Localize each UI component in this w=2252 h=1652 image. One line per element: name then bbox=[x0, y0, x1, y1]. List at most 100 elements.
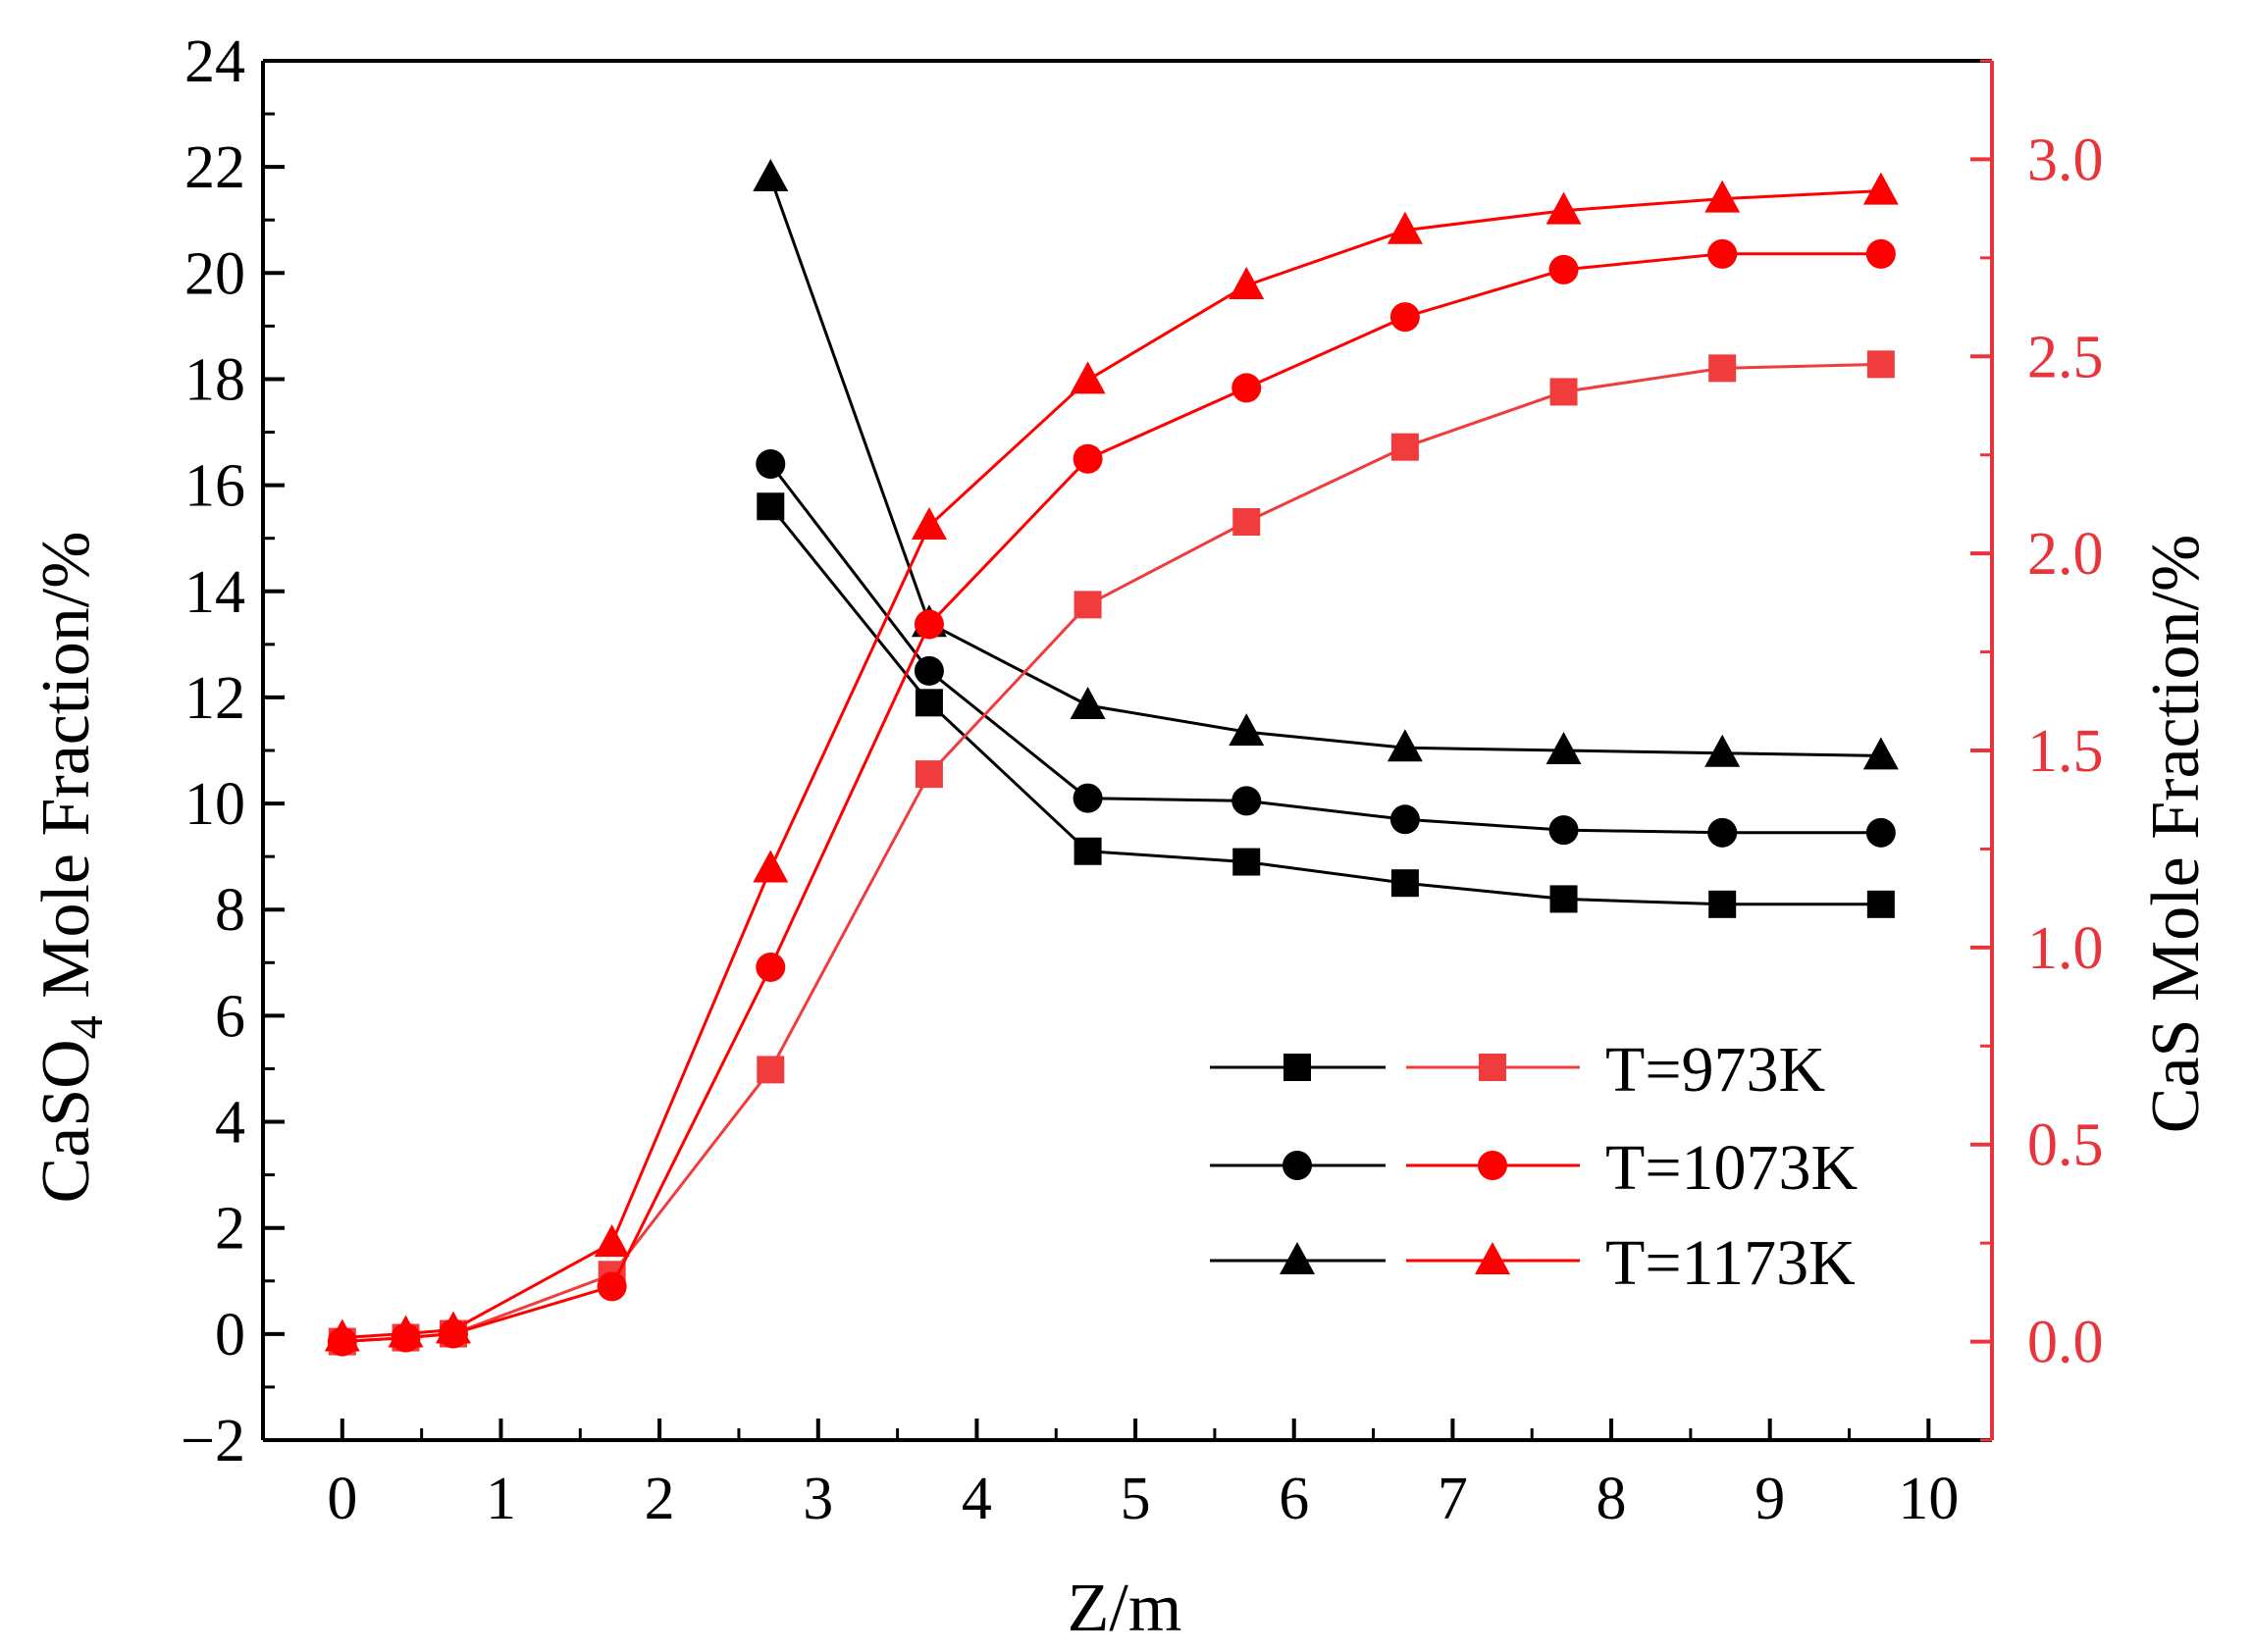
data-point bbox=[1865, 817, 1896, 848]
data-point bbox=[1707, 238, 1738, 269]
data-point bbox=[914, 655, 944, 686]
data-point bbox=[1549, 885, 1578, 913]
series-caso4-t-973k bbox=[757, 492, 1895, 918]
data-point bbox=[1548, 254, 1579, 284]
legend-entry: T=1173K bbox=[1210, 1227, 1856, 1299]
data-point bbox=[1862, 172, 1899, 205]
legend-entry: T=1073K bbox=[1210, 1132, 1858, 1204]
legend-label: T=1173K bbox=[1605, 1227, 1856, 1299]
axes-layer: −20246810121416182022240.00.51.01.52.02.… bbox=[181, 28, 2103, 1532]
data-point bbox=[915, 689, 943, 717]
series-line bbox=[768, 177, 1881, 757]
data-point bbox=[388, 1315, 424, 1348]
y-axis-left-title: CaSO4 Mole Fraction/% bbox=[28, 531, 113, 1203]
data-point bbox=[1862, 737, 1899, 770]
y-left-tick-label: 6 bbox=[215, 983, 245, 1050]
data-point bbox=[753, 850, 789, 883]
y-left-tick-label: 4 bbox=[215, 1090, 245, 1157]
data-point bbox=[1387, 211, 1423, 244]
data-point bbox=[1229, 713, 1265, 747]
data-point bbox=[1545, 732, 1582, 764]
y-left-tick-label: 8 bbox=[215, 877, 245, 944]
x-tick-label: 2 bbox=[645, 1466, 675, 1532]
legend-label: T=973K bbox=[1605, 1034, 1825, 1106]
y-left-tick-label: 22 bbox=[184, 134, 245, 201]
data-point bbox=[757, 492, 785, 521]
data-point bbox=[1389, 804, 1420, 835]
data-point bbox=[1708, 890, 1737, 918]
y-left-tick-label: 20 bbox=[184, 240, 245, 307]
data-point bbox=[1232, 508, 1261, 537]
series-layer bbox=[324, 158, 1899, 1357]
data-point bbox=[1389, 302, 1420, 333]
y-left-tick-label: 0 bbox=[215, 1302, 245, 1368]
x-tick-label: 5 bbox=[1121, 1466, 1151, 1532]
series-line bbox=[769, 505, 1881, 906]
x-tick-label: 10 bbox=[1898, 1466, 1959, 1532]
y-left-tick-label: 16 bbox=[184, 453, 245, 520]
data-point bbox=[1074, 837, 1102, 865]
x-tick-label: 1 bbox=[486, 1466, 516, 1532]
data-point bbox=[1704, 734, 1741, 767]
data-point bbox=[1231, 786, 1262, 816]
x-tick-label: 7 bbox=[1438, 1466, 1468, 1532]
data-point bbox=[1232, 848, 1261, 876]
data-point bbox=[435, 1311, 471, 1344]
x-tick-label: 3 bbox=[803, 1466, 833, 1532]
data-point bbox=[1545, 191, 1582, 225]
data-point bbox=[1073, 783, 1103, 813]
data-point bbox=[915, 760, 943, 789]
y-left-tick-label: −2 bbox=[181, 1408, 245, 1474]
y-right-tick-label: 3.0 bbox=[2027, 127, 2104, 193]
data-point bbox=[757, 1056, 785, 1084]
data-point bbox=[1070, 687, 1106, 720]
data-point bbox=[1548, 815, 1579, 846]
data-point bbox=[1704, 180, 1741, 213]
data-point bbox=[753, 158, 789, 191]
series-line bbox=[769, 463, 1881, 835]
legend-marker-cas bbox=[1475, 1242, 1510, 1274]
data-point bbox=[1231, 373, 1262, 403]
y-right-tick-label: 2.5 bbox=[2027, 324, 2104, 390]
data-point bbox=[1865, 238, 1896, 269]
legend-marker-cas bbox=[1478, 1151, 1507, 1180]
y-left-tick-label: 14 bbox=[184, 559, 245, 626]
data-point bbox=[594, 1224, 630, 1258]
y-right-tick-label: 0.0 bbox=[2027, 1310, 2104, 1376]
data-point bbox=[597, 1271, 627, 1302]
data-point bbox=[1074, 591, 1102, 619]
data-point bbox=[1707, 817, 1738, 848]
legend-label: T=1073K bbox=[1605, 1132, 1858, 1204]
data-point bbox=[324, 1318, 360, 1352]
data-point bbox=[1229, 266, 1265, 299]
x-tick-label: 0 bbox=[327, 1466, 357, 1532]
data-point bbox=[1390, 433, 1419, 461]
y-left-tick-label: 2 bbox=[215, 1196, 245, 1263]
x-tick-label: 4 bbox=[962, 1466, 992, 1532]
data-point bbox=[914, 609, 944, 640]
y-left-tick-label: 18 bbox=[184, 346, 245, 413]
y-left-tick-label: 10 bbox=[184, 771, 245, 838]
data-point bbox=[1073, 443, 1103, 474]
data-point bbox=[1070, 361, 1106, 394]
y-right-tick-label: 0.5 bbox=[2027, 1112, 2104, 1179]
x-tick-label: 9 bbox=[1754, 1466, 1785, 1532]
legend-marker-casO4 bbox=[1283, 1151, 1312, 1180]
data-point bbox=[1387, 729, 1423, 762]
x-tick-label: 8 bbox=[1597, 1466, 1627, 1532]
y-right-tick-label: 2.0 bbox=[2027, 521, 2104, 588]
legend-marker-cas bbox=[1479, 1054, 1506, 1081]
data-point bbox=[1866, 890, 1895, 918]
x-axis-title: Z/m bbox=[1068, 1571, 1182, 1646]
legend-marker-casO4 bbox=[1280, 1242, 1315, 1274]
x-tick-label: 6 bbox=[1279, 1466, 1309, 1532]
data-point bbox=[756, 952, 786, 982]
legend: T=973K T=1073K T=1173K bbox=[1210, 1034, 1858, 1299]
series-cas-t-1173k bbox=[324, 172, 1899, 1352]
data-point bbox=[911, 507, 947, 541]
data-point bbox=[1390, 869, 1419, 898]
y-right-tick-label: 1.0 bbox=[2027, 915, 2104, 982]
data-point bbox=[756, 448, 786, 479]
data-point bbox=[1549, 378, 1578, 406]
